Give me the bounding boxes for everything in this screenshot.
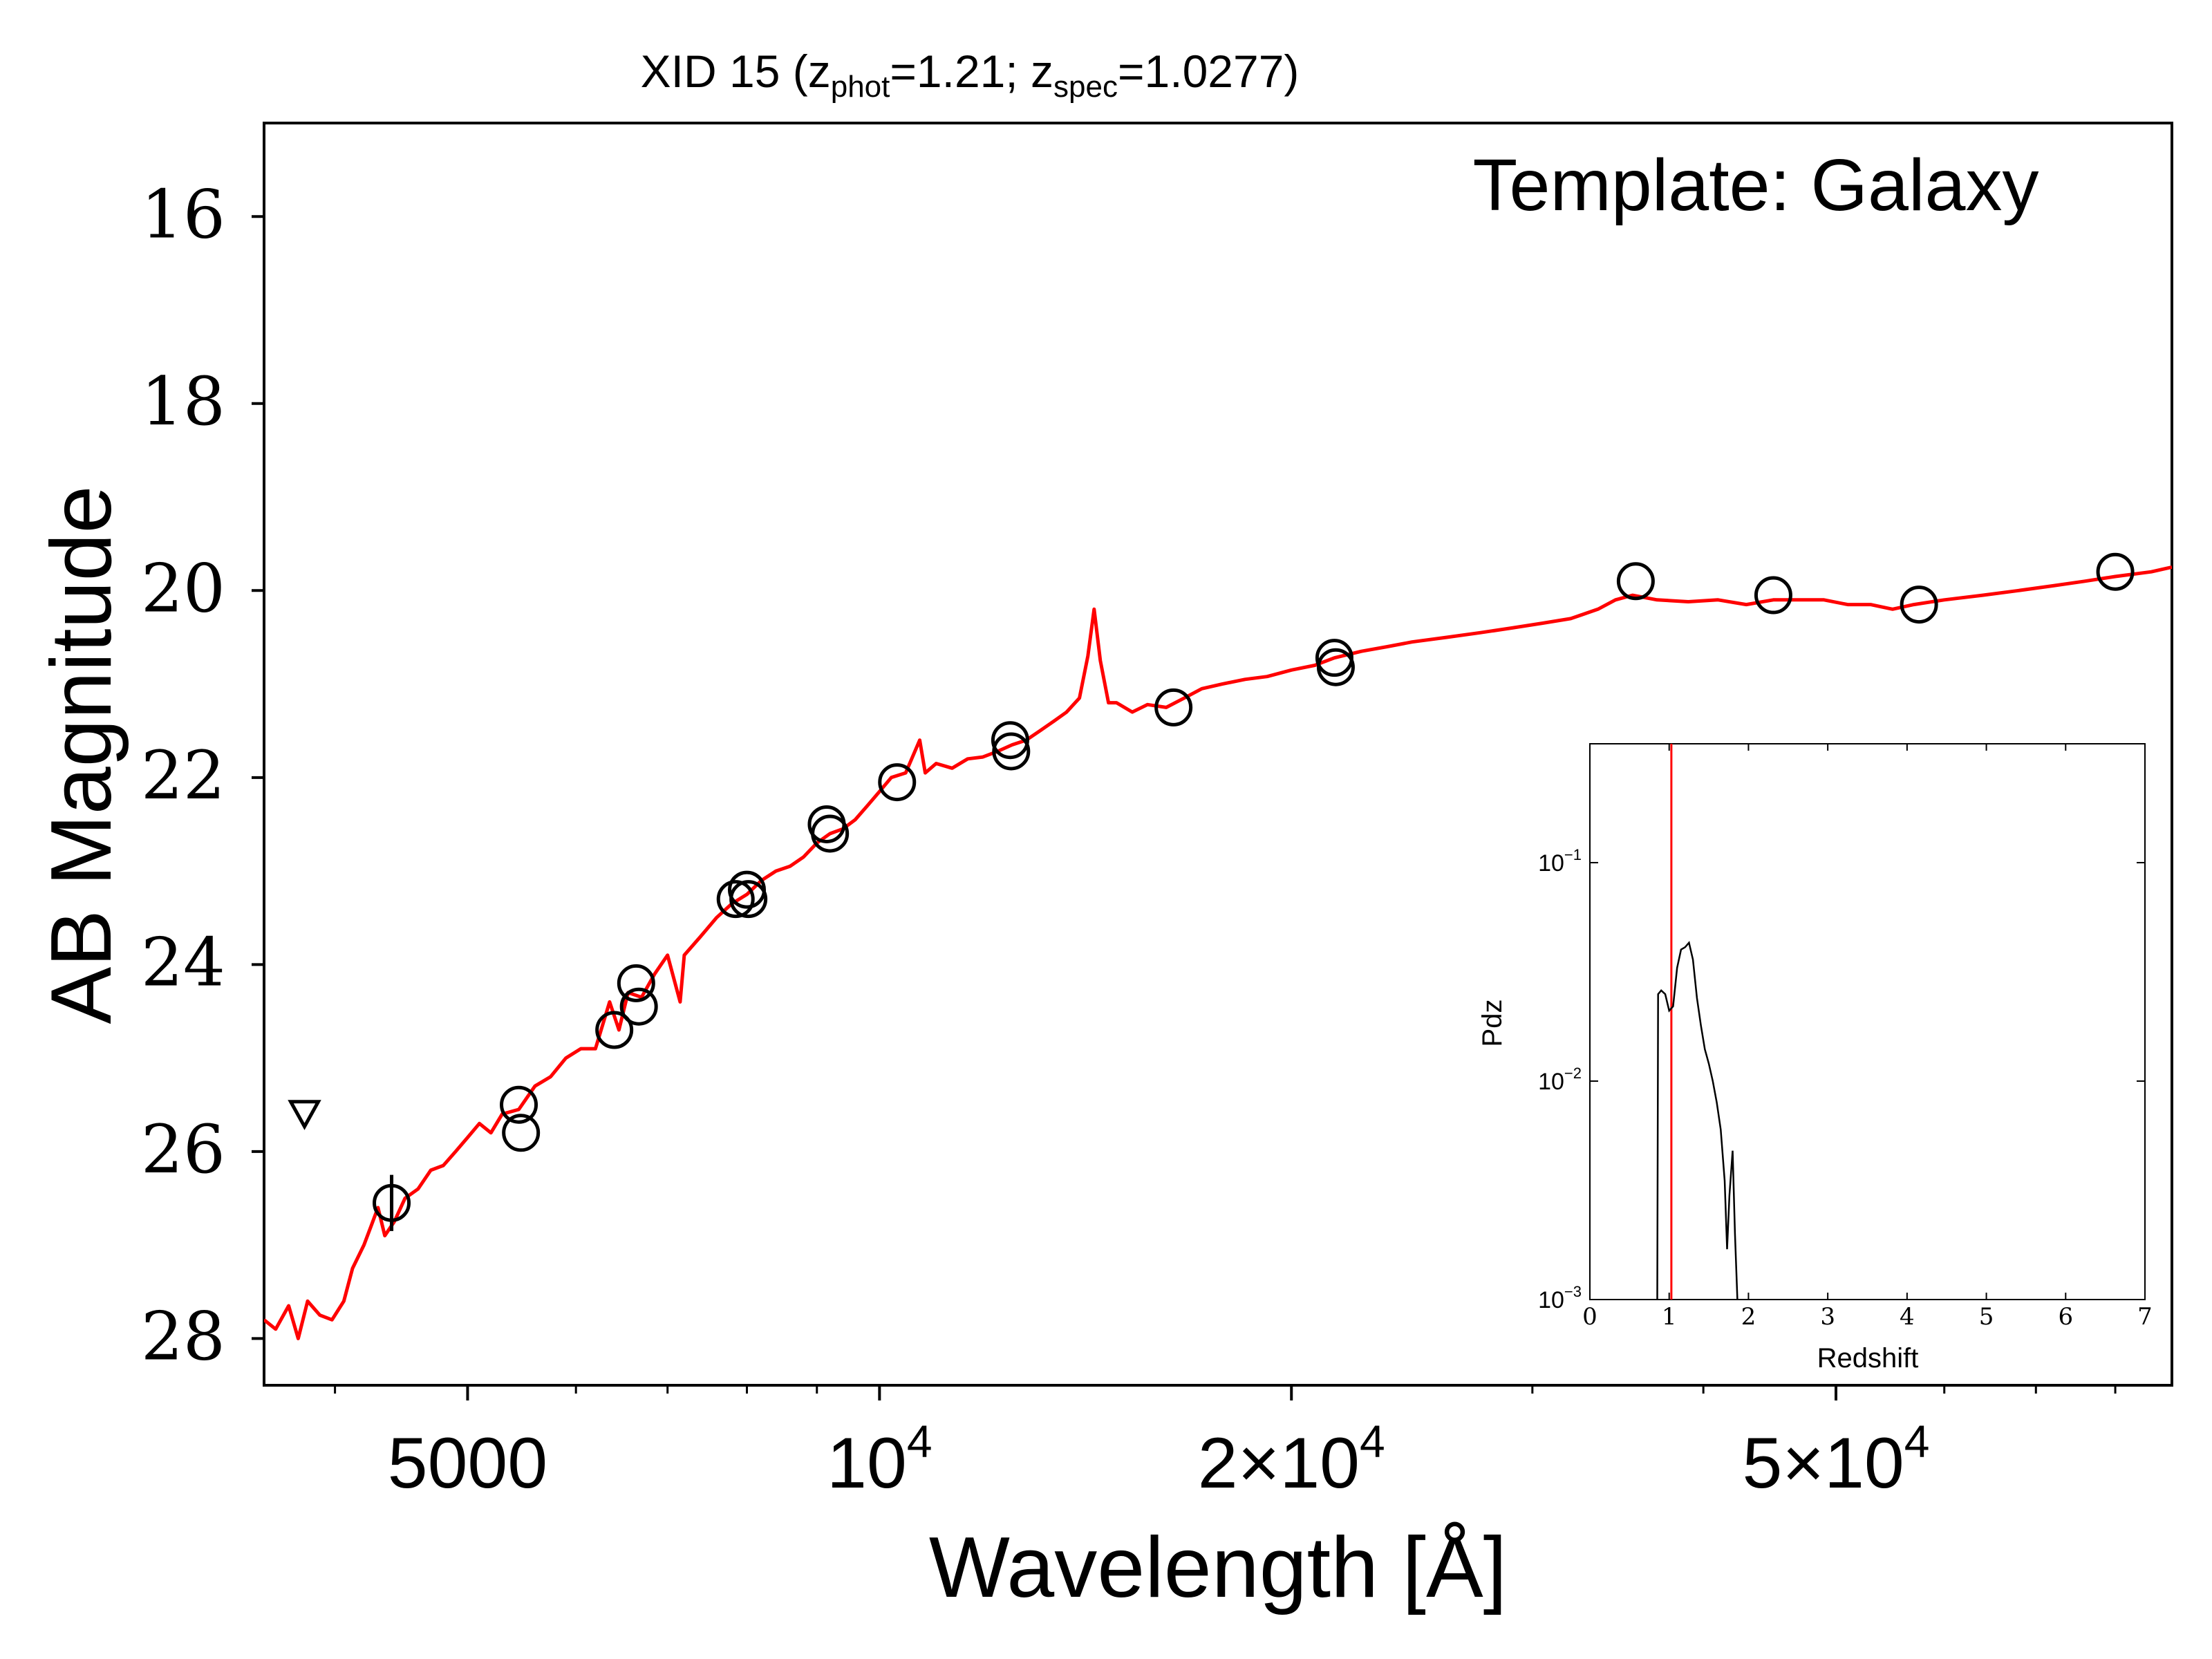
x-tick-label: 5000 <box>388 1423 547 1503</box>
chart-title: XID 15 (zphot=1.21; zspec=1.0277) <box>641 46 1300 104</box>
photometry-point <box>991 721 1029 760</box>
inset-x-tick-label: 1 <box>1662 1303 1677 1331</box>
photometry-point <box>373 1183 411 1222</box>
photometry-point <box>716 880 755 919</box>
inset-x-tick-label: 5 <box>1979 1303 1994 1331</box>
inset-plot-frame <box>1589 743 2146 1300</box>
y-tick-label: 16 <box>141 176 225 253</box>
inset-plot-area <box>1656 744 1738 1300</box>
inset-background <box>1470 719 2171 1384</box>
y-axis-label: AB Magnitude <box>34 486 129 1024</box>
upper-limit-marker <box>288 1100 321 1130</box>
photometry-point <box>617 964 655 1002</box>
photometry-point <box>1154 688 1193 727</box>
inset-y-tick-label: 10−3 <box>1538 1283 1582 1313</box>
y-tick-label: 26 <box>141 1111 225 1188</box>
photometry-point <box>878 763 917 802</box>
photometry-point <box>992 732 1031 771</box>
inset-x-tick-label: 7 <box>2137 1303 2153 1331</box>
photometry-point <box>500 1085 538 1124</box>
x-tick-label: 104 <box>827 1416 932 1503</box>
inset-x-tick-label: 4 <box>1900 1303 1915 1331</box>
inset-x-axis-label: Redshift <box>1817 1343 1919 1374</box>
inset-y-tick-label: 10−2 <box>1538 1065 1582 1095</box>
main-plot-area <box>264 552 2172 1340</box>
inset-axis-ticks: 0 1 2 3 4 5 6 7 10−1 10−2 10−3 <box>1538 744 2153 1331</box>
photometry-point <box>729 880 768 919</box>
template-annotation: Template: Galaxy <box>1473 144 2039 226</box>
inset-x-tick-label: 6 <box>2058 1303 2073 1331</box>
y-tick-label: 24 <box>141 924 225 1001</box>
x-tick-label: 5×104 <box>1743 1416 1930 1503</box>
photometry-point <box>811 814 850 853</box>
inset-x-tick-label: 0 <box>1582 1303 1597 1331</box>
photometry-point <box>1900 585 1938 624</box>
y-tick-label: 20 <box>141 550 225 627</box>
y-tick-label: 28 <box>141 1297 225 1375</box>
inset-y-tick-label: 10−1 <box>1538 846 1582 877</box>
x-axis-label: Wavelength [Å] <box>929 1520 1507 1615</box>
photometry-point <box>2096 552 2135 591</box>
inset-x-tick-label: 3 <box>1820 1303 1835 1331</box>
photometry-point <box>1316 648 1355 686</box>
x-tick-label: 2×104 <box>1198 1416 1385 1503</box>
y-tick-label: 18 <box>141 363 225 440</box>
photometry-point <box>619 987 658 1026</box>
photometry-point <box>1616 562 1655 601</box>
y-tick-label: 22 <box>141 737 225 814</box>
inset-y-axis-label: Pdz <box>1477 1000 1508 1047</box>
photometry-point <box>595 1011 634 1049</box>
photometry-point <box>1754 576 1792 615</box>
photometry-point <box>502 1114 541 1152</box>
pdz-curve <box>1656 941 1738 1300</box>
inset-x-tick-label: 2 <box>1741 1303 1756 1331</box>
